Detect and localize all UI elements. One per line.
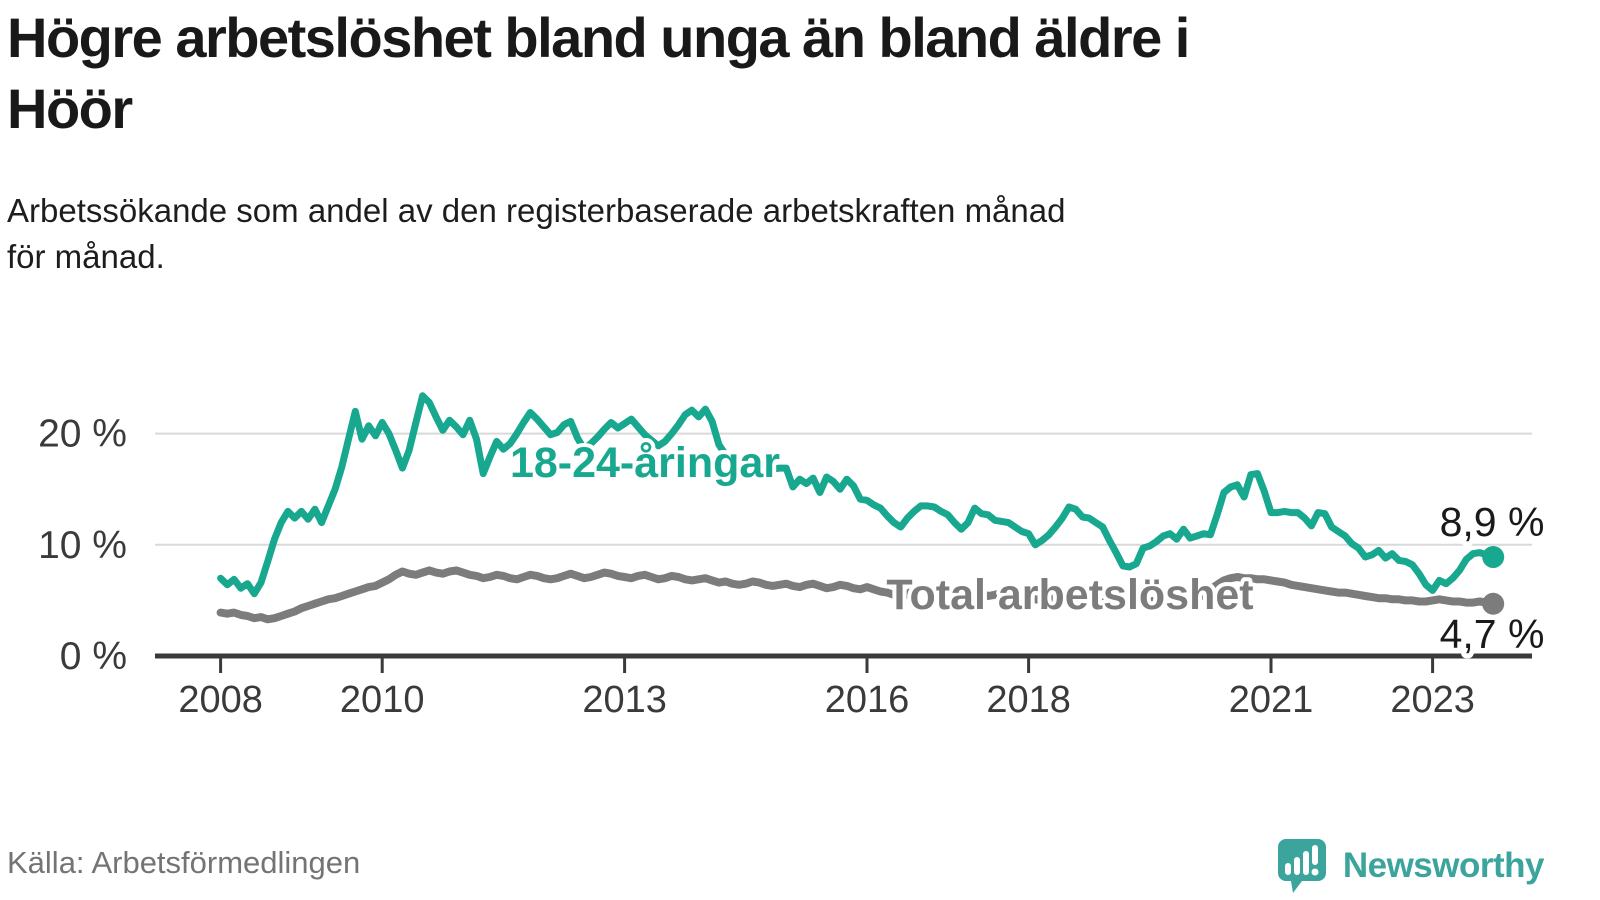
x-tick-label-2013: 2013 [582,679,667,721]
newsworthy-logo: Newsworthy [1276,836,1545,896]
chart-canvas: 2008 2010 2013 2016 2018 2021 2023 0 % 10 % 20 % T… [38,392,1549,721]
page-title: Högre arbetslöshet bland unga än bland ä… [7,6,1190,141]
source-note: Källa: Arbetsförmedlingen [7,845,361,880]
x-tick-label-2016: 2016 [825,679,910,721]
series-end-dot-total [1482,592,1505,615]
x-tick-label-2018: 2018 [986,679,1071,721]
series-label-total: Total arbetslöshet [886,571,1253,619]
x-tick-label-2010: 2010 [340,679,425,721]
y-tick-label-10: 10 % [38,524,127,567]
x-tick-label-2008: 2008 [178,679,263,721]
x-tick-label-2023: 2023 [1390,679,1475,721]
series-line-youth-18-24 [217,392,1497,598]
y-tick-label-20: 20 % [38,413,127,456]
unemployment-line-chart: 2008 2010 2013 2016 2018 2021 2023 0 % 10 % 20 % T… [0,330,1600,730]
series-line-total [216,566,1498,624]
end-value-label-youth-18-24: 8,9 % [1440,499,1545,545]
end-value-label-total: 4,7 % [1440,611,1545,657]
logo-bubble-icon [1277,839,1326,893]
series-label-youth-18-24: 18-24-åringar [510,439,780,487]
x-tick-label-2021: 2021 [1229,679,1314,721]
chart-subtitle: Arbetssökande som andel av den registerb… [7,192,1066,275]
brand-text: Newsworthy [1342,846,1545,885]
y-tick-label-0: 0 % [60,635,127,678]
series-end-dot-youth-18-24 [1482,546,1505,569]
